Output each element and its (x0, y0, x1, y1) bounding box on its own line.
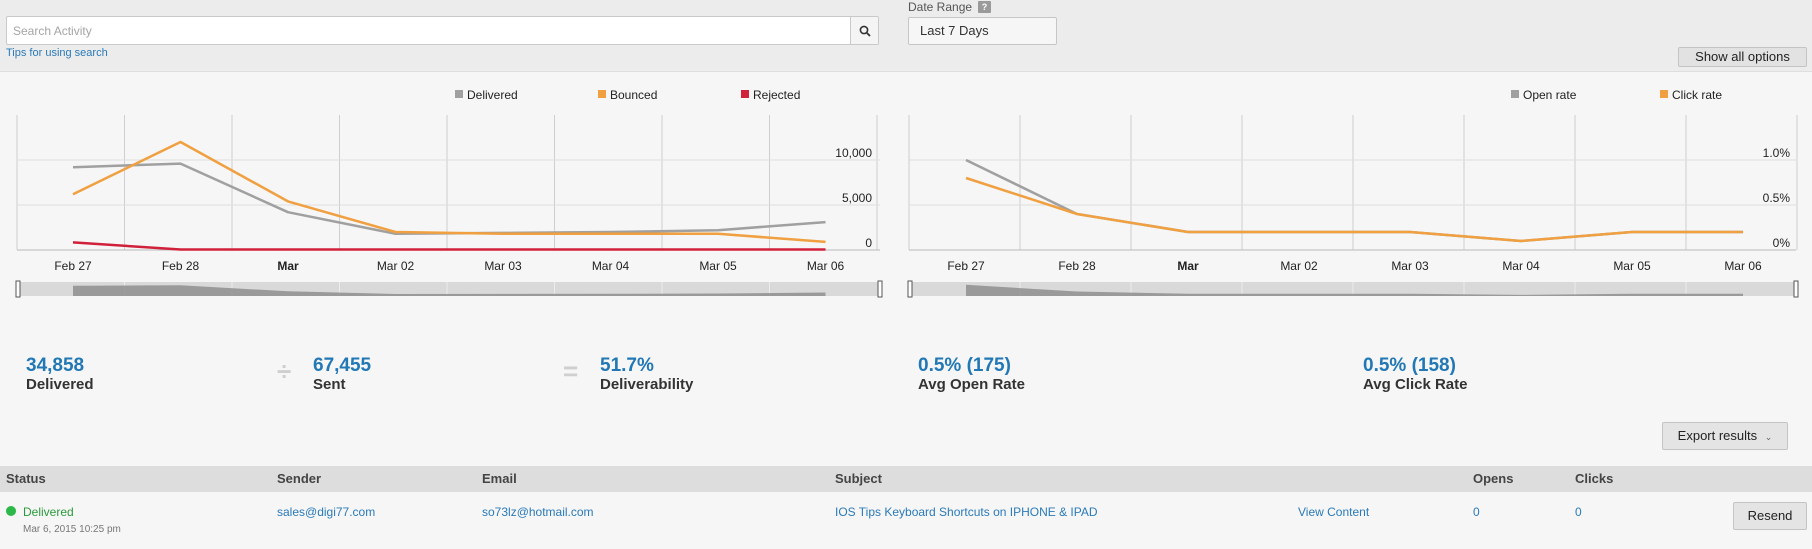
y-tick-label: 10,000 (835, 146, 872, 160)
date-range-label: Date Range? (908, 0, 992, 14)
series-line-rejected (72, 241, 826, 251)
x-tick-label: Mar 05 (699, 259, 737, 273)
x-tick-label: Mar 04 (592, 259, 630, 273)
column-email[interactable]: Email (482, 471, 517, 486)
stat-click-rate-label: Avg Click Rate (1363, 376, 1468, 393)
x-tick-label: Mar 03 (1391, 259, 1429, 273)
stat-delivered: 34,858 Delivered (26, 355, 94, 393)
navigator-handle (1793, 280, 1799, 298)
y-tick-label: 0% (1773, 236, 1791, 250)
series-line-delivered (72, 162, 826, 236)
legend-swatch (598, 90, 606, 98)
search-tips-link[interactable]: Tips for using search (6, 47, 108, 59)
x-tick-label: Mar 06 (1724, 259, 1762, 273)
resend-button[interactable]: Resend (1733, 502, 1807, 530)
column-status[interactable]: Status (6, 471, 46, 486)
y-tick-label: 0.5% (1763, 191, 1791, 205)
x-tick-label: Mar (277, 259, 299, 273)
series-line-bounced (72, 140, 826, 244)
row-status: Delivered (23, 505, 74, 519)
filter-bar: Tips for using search Date Range? Last 7… (0, 0, 1812, 72)
x-tick-label: Feb 27 (54, 259, 92, 273)
stat-sent-value: 67,455 (313, 355, 372, 376)
x-tick-label: Feb 27 (947, 259, 985, 273)
table-header: Status Sender Email Subject Opens Clicks (0, 466, 1812, 492)
x-tick-label: Mar 05 (1613, 259, 1651, 273)
legend-label: Rejected (753, 90, 800, 102)
stat-delivered-value: 34,858 (26, 355, 85, 376)
stat-click-rate-value: 0.5% (158) (1363, 355, 1456, 376)
date-range-select[interactable]: Last 7 Days (908, 17, 1057, 45)
delivery-chart: 0 5,000 10,000 Feb 27 Feb 28 Mar Mar 02 Mar 03 M… (15, 90, 883, 298)
stat-open-rate: 0.5% (175) Avg Open Rate (918, 355, 1025, 393)
legend-swatch (455, 90, 463, 98)
row-email[interactable]: so73lz@hotmail.com (482, 505, 594, 519)
row-timestamp: Mar 6, 2015 10:25 pm (23, 524, 121, 535)
stat-deliverability-value: 51.7% (600, 355, 654, 376)
export-results-label: Export results (1677, 428, 1758, 443)
navigator-area (966, 284, 1743, 296)
search-icon (859, 25, 871, 37)
column-opens[interactable]: Opens (1473, 471, 1514, 486)
table-row: Delivered Mar 6, 2015 10:25 pm sales@dig… (0, 492, 1812, 549)
x-tick-label: Mar 02 (377, 259, 415, 273)
stat-click-rate: 0.5% (158) Avg Click Rate (1363, 355, 1467, 393)
row-clicks[interactable]: 0 (1575, 505, 1582, 519)
chevron-down-icon: ⌄ (1764, 432, 1773, 442)
y-tick-label: 1.0% (1763, 146, 1791, 160)
stat-open-rate-value: 0.5% (175) (918, 355, 1011, 376)
legend-label: Bounced (610, 90, 657, 102)
legend-swatch (741, 90, 749, 98)
stat-sent: 67,455 Sent (313, 355, 371, 393)
search-box (6, 16, 879, 45)
row-subject[interactable]: IOS Tips Keyboard Shortcuts on IPHONE & … (835, 505, 1098, 519)
stat-deliverability-label: Deliverability (600, 376, 694, 393)
navigator-area (73, 285, 826, 296)
legend-label: Delivered (467, 90, 518, 102)
divide-icon: ÷ (277, 356, 292, 386)
navigator-handle (877, 280, 883, 298)
navigator-handle (907, 280, 913, 298)
equals-icon: = (563, 356, 579, 386)
column-subject[interactable]: Subject (835, 471, 882, 486)
stat-open-rate-label: Avg Open Rate (918, 376, 1025, 393)
column-sender[interactable]: Sender (277, 471, 322, 486)
export-results-button[interactable]: Export results ⌄ (1662, 422, 1788, 450)
column-clicks[interactable]: Clicks (1575, 471, 1614, 486)
search-button[interactable] (850, 17, 878, 44)
stat-deliverability: 51.7% Deliverability (600, 355, 693, 393)
x-tick-label: Feb 28 (1058, 259, 1096, 273)
series-line-open-rate (965, 158, 1743, 243)
navigator-handle (15, 280, 21, 298)
legend-label: Open rate (1523, 90, 1577, 102)
legend-label: Click rate (1672, 90, 1722, 102)
x-tick-label: Feb 28 (162, 259, 200, 273)
show-all-options-button[interactable]: Show all options (1678, 47, 1807, 67)
engagement-chart: 0% 0.5% 1.0% Feb 27 Feb 28 Mar Mar 02 Mar 03 Mar… (907, 90, 1799, 298)
y-tick-label: 5,000 (842, 191, 872, 205)
x-tick-label: Mar 03 (484, 259, 522, 273)
stat-sent-label: Sent (313, 376, 346, 393)
row-opens[interactable]: 0 (1473, 505, 1480, 519)
row-sender[interactable]: sales@digi77.com (277, 505, 376, 519)
legend-swatch (1660, 90, 1668, 98)
x-tick-label: Mar 04 (1502, 259, 1540, 273)
view-content-link[interactable]: View Content (1298, 505, 1370, 519)
x-tick-label: Mar (1177, 259, 1199, 273)
legend-swatch (1511, 90, 1519, 98)
stat-delivered-label: Delivered (26, 376, 94, 393)
date-range-label-text: Date Range (908, 0, 973, 14)
status-dot-icon (6, 506, 16, 516)
search-input[interactable] (7, 17, 852, 44)
x-tick-label: Mar 02 (1280, 259, 1318, 273)
help-icon[interactable]: ? (978, 1, 992, 13)
x-tick-label: Mar 06 (807, 259, 845, 273)
series-line-click-rate (965, 176, 1743, 243)
y-tick-label: 0 (865, 236, 872, 250)
